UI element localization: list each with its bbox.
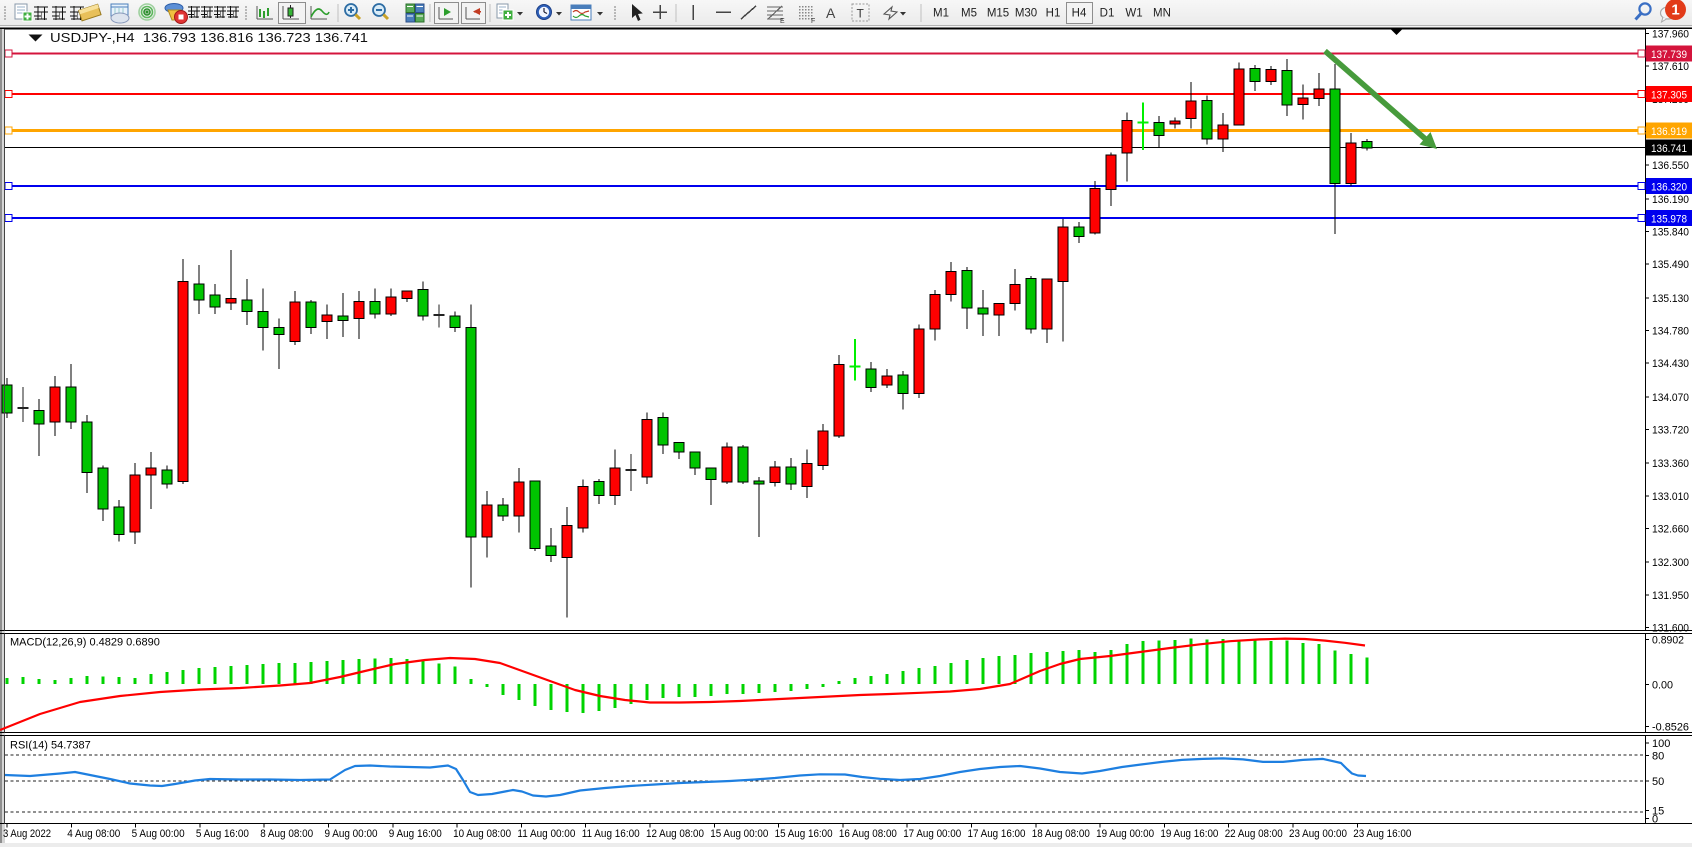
svg-text:8 Aug 08:00: 8 Aug 08:00: [260, 828, 313, 840]
svg-text:131.950: 131.950: [1652, 590, 1689, 602]
svg-text:22 Aug 08:00: 22 Aug 08:00: [1225, 828, 1283, 840]
svg-text:9 Aug 00:00: 9 Aug 00:00: [325, 828, 378, 840]
svg-text:134.430: 134.430: [1652, 358, 1689, 370]
svg-text:T: T: [857, 7, 865, 21]
svg-text:80: 80: [1652, 751, 1664, 763]
svg-text:5 Aug 00:00: 5 Aug 00:00: [132, 828, 185, 840]
svg-text:0: 0: [1652, 814, 1658, 826]
svg-text:135.130: 135.130: [1652, 293, 1689, 305]
svg-text:W1: W1: [1125, 8, 1142, 20]
svg-text:23 Aug 16:00: 23 Aug 16:00: [1353, 828, 1411, 840]
svg-text:23 Aug 00:00: 23 Aug 00:00: [1289, 828, 1347, 840]
svg-text:USDJPY-,H4 136.793 136.816 13: USDJPY-,H4 136.793 136.816 136.723 136.7…: [50, 30, 368, 45]
svg-text:H1: H1: [1046, 8, 1061, 20]
svg-text:133.720: 133.720: [1652, 425, 1689, 437]
svg-text:137.960: 137.960: [1652, 29, 1689, 41]
svg-text:15: 15: [1652, 806, 1664, 818]
svg-text:3 Aug 2022: 3 Aug 2022: [3, 828, 51, 840]
svg-text:134.070: 134.070: [1652, 392, 1689, 404]
svg-text:F: F: [811, 18, 815, 25]
svg-text:MN: MN: [1153, 8, 1171, 20]
svg-text:135.840: 135.840: [1652, 227, 1689, 239]
svg-text:133.360: 133.360: [1652, 458, 1689, 470]
svg-text:M1: M1: [933, 8, 949, 20]
svg-text:50: 50: [1652, 776, 1664, 788]
svg-text:136.550: 136.550: [1652, 160, 1689, 172]
svg-text:H4: H4: [1072, 8, 1087, 20]
svg-text:100: 100: [1652, 738, 1670, 750]
svg-text:9 Aug 16:00: 9 Aug 16:00: [389, 828, 442, 840]
svg-text:136.741: 136.741: [1651, 143, 1687, 155]
svg-text:A: A: [826, 5, 836, 21]
svg-text:17 Aug 16:00: 17 Aug 16:00: [968, 828, 1026, 840]
svg-text:137.305: 137.305: [1651, 90, 1687, 102]
svg-text:15 Aug 00:00: 15 Aug 00:00: [710, 828, 768, 840]
svg-text:5 Aug 16:00: 5 Aug 16:00: [196, 828, 249, 840]
svg-text:M15: M15: [987, 8, 1009, 20]
svg-text:133.010: 133.010: [1652, 491, 1689, 503]
svg-text:135.978: 135.978: [1651, 214, 1687, 226]
svg-text:136.320: 136.320: [1651, 182, 1687, 194]
svg-text:132.300: 132.300: [1652, 557, 1689, 569]
svg-text:16 Aug 08:00: 16 Aug 08:00: [839, 828, 897, 840]
svg-text:11 Aug 00:00: 11 Aug 00:00: [517, 828, 575, 840]
svg-text:131.600: 131.600: [1652, 623, 1689, 635]
svg-text:15 Aug 16:00: 15 Aug 16:00: [775, 828, 833, 840]
svg-text:136.919: 136.919: [1651, 126, 1687, 138]
svg-text:134.780: 134.780: [1652, 326, 1689, 338]
svg-text:4 Aug 08:00: 4 Aug 08:00: [67, 828, 120, 840]
svg-text:19 Aug 16:00: 19 Aug 16:00: [1160, 828, 1218, 840]
svg-text:RSI(14) 54.7387: RSI(14) 54.7387: [10, 740, 91, 752]
svg-text:0.8902: 0.8902: [1652, 635, 1684, 647]
svg-text:132.660: 132.660: [1652, 524, 1689, 536]
svg-text:135.490: 135.490: [1652, 259, 1689, 271]
svg-text:12 Aug 08:00: 12 Aug 08:00: [646, 828, 704, 840]
svg-text:D1: D1: [1100, 8, 1115, 20]
svg-text:18 Aug 08:00: 18 Aug 08:00: [1032, 828, 1090, 840]
svg-text:E: E: [780, 18, 785, 25]
svg-text:136.190: 136.190: [1652, 194, 1689, 206]
svg-text:17 Aug 00:00: 17 Aug 00:00: [903, 828, 961, 840]
svg-text:1: 1: [1671, 2, 1679, 19]
svg-text:0.00: 0.00: [1652, 679, 1673, 691]
svg-text:M5: M5: [961, 8, 977, 20]
svg-text:10 Aug 08:00: 10 Aug 08:00: [453, 828, 511, 840]
svg-text:11 Aug 16:00: 11 Aug 16:00: [582, 828, 640, 840]
svg-text:M30: M30: [1015, 8, 1037, 20]
svg-text:137.739: 137.739: [1651, 49, 1687, 61]
svg-text:-0.8526: -0.8526: [1652, 722, 1689, 734]
svg-text:MACD(12,26,9) 0.4829 0.6890: MACD(12,26,9) 0.4829 0.6890: [10, 637, 160, 649]
svg-text:137.610: 137.610: [1652, 61, 1689, 73]
svg-text:19 Aug 00:00: 19 Aug 00:00: [1096, 828, 1154, 840]
